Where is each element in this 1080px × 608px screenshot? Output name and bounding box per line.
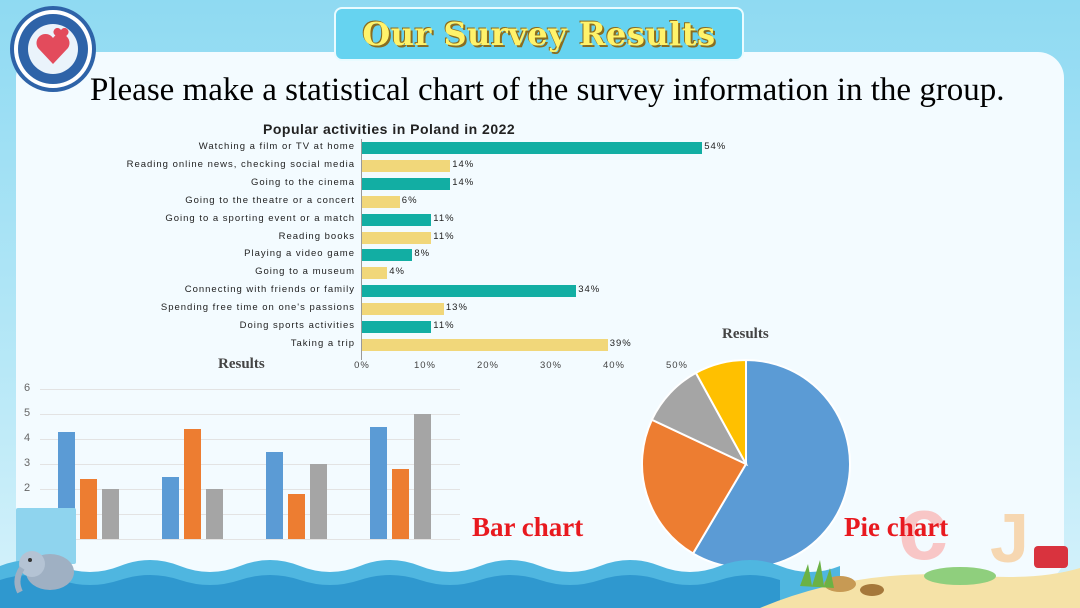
- activity-bar: [362, 303, 444, 316]
- column-bar: [80, 479, 97, 539]
- decorative-letter: J: [990, 499, 1029, 577]
- column-bar: [162, 476, 179, 539]
- sea-decoration: [0, 546, 1080, 608]
- activity-bar: [362, 159, 451, 172]
- value-label: 54%: [704, 141, 727, 152]
- activity-bar: [362, 142, 703, 154]
- bird-icon: ︿: [140, 72, 154, 88]
- category-label: Going to a museum: [255, 266, 355, 278]
- x-tick-label: 10%: [413, 360, 437, 371]
- value-label: 11%: [433, 320, 455, 331]
- bar-chart-label: Bar chart: [472, 512, 584, 542]
- value-label: 34%: [578, 284, 601, 296]
- category-label: Reading books: [278, 230, 355, 242]
- activity-bar: [362, 249, 413, 262]
- gridline: [40, 464, 460, 465]
- gridline: [40, 514, 460, 515]
- pie-chart-label: Pie chart: [844, 512, 949, 542]
- activity-bar: [362, 195, 400, 208]
- category-label: Spending free time on one's passions: [160, 302, 355, 314]
- column-bar: [414, 414, 431, 539]
- chart-title: Results: [218, 356, 265, 372]
- x-tick-label: 20%: [476, 360, 500, 371]
- y-tick-label: 4: [24, 432, 31, 444]
- elephant-icon: [14, 551, 74, 594]
- activity-bar: [362, 177, 451, 190]
- value-label: 39%: [609, 337, 632, 349]
- gridline: [40, 439, 460, 440]
- y-tick-label: 2: [24, 482, 31, 494]
- value-label: 4%: [389, 266, 405, 278]
- activity-bar: [362, 338, 608, 351]
- column-bar: [102, 489, 119, 539]
- activity-bar: [362, 285, 577, 298]
- value-label: 11%: [433, 212, 455, 224]
- value-label: 13%: [445, 302, 468, 314]
- value-label: 6%: [401, 194, 418, 206]
- category-label: Going to the theatre or a concert: [185, 194, 355, 206]
- column-bar: [184, 429, 201, 539]
- column-bar: [310, 464, 327, 539]
- title-banner: Our Survey Results: [334, 7, 744, 61]
- decorative-letter: c: [898, 479, 949, 579]
- gridline: [40, 539, 460, 540]
- activity-bar: [362, 231, 432, 244]
- gridline: [40, 389, 460, 390]
- activity-bar: [362, 213, 432, 226]
- y-tick-label: 5: [24, 407, 31, 419]
- category-label: Reading online news, checking social med…: [126, 158, 355, 170]
- category-label: Connecting with friends or family: [184, 284, 355, 296]
- category-label: Taking a trip: [290, 337, 355, 349]
- column-bar: [370, 426, 387, 539]
- category-label: Watching a film or TV at home: [198, 141, 355, 152]
- chart-title: Popular activities in Poland in 2022: [263, 121, 516, 137]
- x-tick-label: 50%: [665, 360, 689, 371]
- value-label: 11%: [433, 230, 455, 242]
- value-label: 14%: [452, 176, 475, 188]
- gridline: [40, 414, 460, 415]
- activity-bar: [362, 267, 388, 280]
- column-bar: [266, 451, 283, 539]
- column-bar: [392, 469, 409, 539]
- column-bar: [206, 489, 223, 539]
- pie-chart-title: Results: [722, 326, 769, 342]
- popular-activities-chart: Popular activities in Poland in 2022 Wat…: [0, 118, 1080, 378]
- gridline: [40, 489, 460, 490]
- heart-icon: [36, 28, 70, 64]
- pie-slice: [694, 358, 747, 465]
- y-tick-label: 3: [24, 457, 31, 469]
- value-label: 14%: [452, 158, 475, 170]
- pie-slice: [641, 418, 748, 555]
- x-tick-label: 30%: [539, 360, 563, 371]
- category-label: Going to a sporting event or a match: [165, 212, 355, 224]
- x-tick-label: 0%: [354, 360, 370, 371]
- category-label: Playing a video game: [244, 248, 355, 260]
- activity-bar: [362, 321, 432, 333]
- category-label: Going to the cinema: [250, 176, 355, 188]
- category-label: Doing sports activities: [239, 320, 355, 331]
- y-axis-line: [361, 139, 362, 360]
- results-column-chart: Results 0123456: [18, 354, 460, 544]
- value-label: 8%: [414, 248, 431, 260]
- instruction-text: Please make a statistical chart of the s…: [90, 72, 1005, 108]
- slide-title: Our Survey Results: [362, 15, 716, 53]
- results-pie-chart: [641, 358, 851, 569]
- x-tick-label: 40%: [602, 360, 626, 371]
- y-tick-label: 6: [24, 382, 31, 394]
- school-logo: [10, 6, 96, 92]
- column-bar: [288, 494, 305, 539]
